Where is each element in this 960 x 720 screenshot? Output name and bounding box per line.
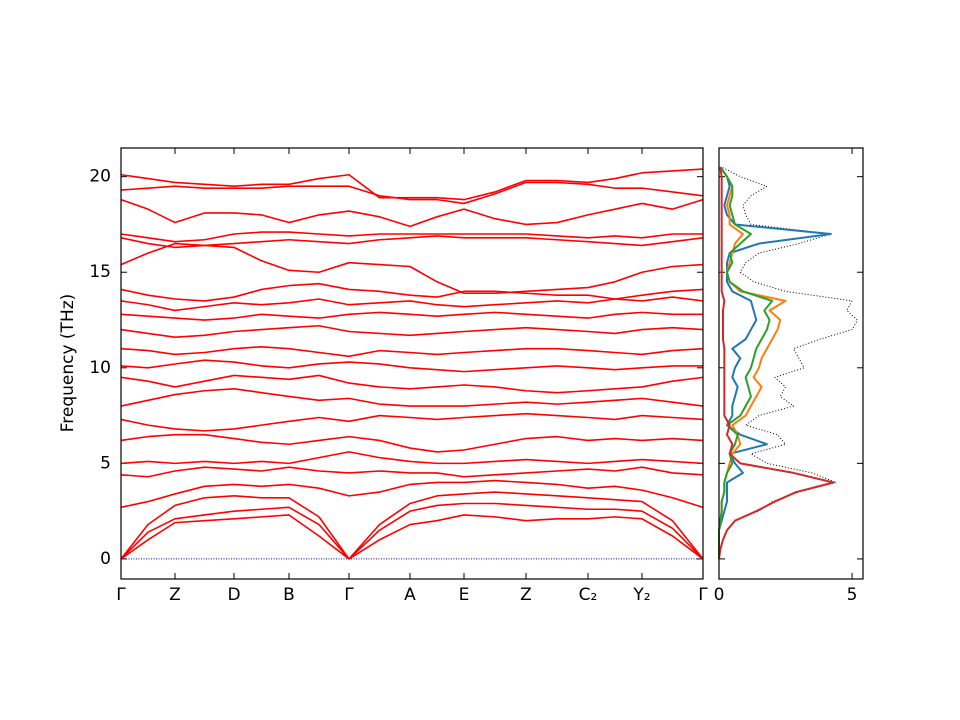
x-tick-label: Γ [116, 585, 126, 605]
band-line [120, 296, 704, 312]
dos-line [718, 166, 832, 559]
band-line [120, 479, 704, 509]
band-line [120, 181, 704, 205]
band-line [120, 235, 704, 249]
plot-frame [120, 147, 704, 580]
x-tick-label: C₂ [579, 585, 598, 605]
dos-line [718, 166, 835, 560]
band-line [120, 345, 704, 358]
x-tick-label: 5 [847, 585, 858, 605]
x-tick-label: Y₂ [632, 585, 650, 605]
x-tick-label: B [283, 585, 295, 605]
band-line [120, 231, 703, 243]
band-line [120, 451, 704, 465]
band-line [120, 282, 704, 302]
plot-frame [718, 147, 864, 580]
x-tick-label: E [459, 585, 470, 605]
band-line [120, 433, 704, 453]
x-tick-label: Z [520, 585, 532, 605]
band-line [120, 311, 703, 321]
band-line [120, 514, 704, 560]
y-axis-label: Frequency (THz) [58, 294, 78, 433]
band-line [120, 374, 704, 394]
band-line [120, 388, 704, 407]
band-line [120, 412, 704, 432]
band-line [120, 491, 704, 560]
x-tick-label: 0 [714, 585, 725, 605]
band-line [120, 359, 703, 373]
band-line [120, 324, 704, 339]
x-tick-label: A [404, 585, 416, 605]
y-tick-label: 15 [89, 262, 111, 282]
x-tick-label: Γ [344, 585, 354, 605]
dos-line [718, 166, 774, 559]
y-tick-label: 0 [100, 549, 111, 569]
band-line [120, 198, 704, 228]
band-line [120, 502, 704, 560]
y-tick-label: 5 [100, 453, 111, 473]
y-tick-label: 10 [89, 358, 111, 378]
x-tick-label: Γ [698, 585, 708, 605]
band-line [120, 466, 704, 478]
x-tick-label: Z [169, 585, 181, 605]
band-line [120, 168, 704, 201]
y-tick-label: 20 [89, 167, 111, 187]
x-tick-label: D [227, 585, 240, 605]
band-line [120, 242, 704, 295]
